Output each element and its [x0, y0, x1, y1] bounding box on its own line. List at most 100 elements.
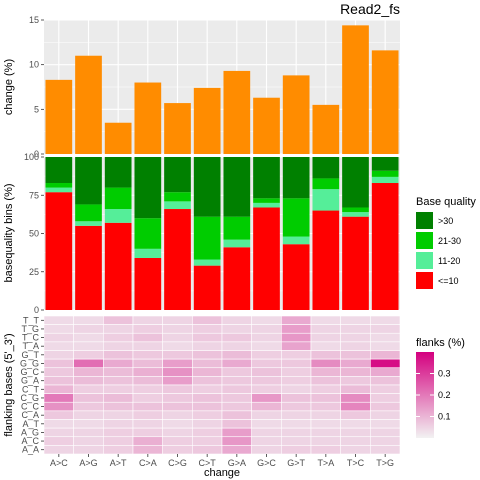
flanks-heatmap-cell — [221, 384, 252, 394]
quality-bar-segment — [193, 259, 221, 266]
base-quality-legend-label: >30 — [438, 216, 453, 226]
quality-bar-segment — [253, 198, 280, 203]
flanks-heatmap-cell — [162, 401, 193, 412]
flanks-heatmap-cell — [132, 315, 163, 325]
flanks-heatmap-cell — [43, 445, 74, 455]
quality-bar-segment — [223, 239, 251, 248]
change-bar — [312, 104, 340, 154]
flanks-heatmap-cell — [162, 427, 193, 438]
flanks-heatmap-cell — [73, 341, 104, 351]
flanks-heatmap-cell — [281, 324, 312, 334]
flanks-heatmap-cell — [132, 324, 163, 334]
flanks-heatmap-cell — [103, 315, 134, 325]
flanks-heatmap-cell — [281, 341, 312, 351]
quality-bar-segment — [282, 157, 310, 199]
flanks-heatmap-cell — [43, 315, 74, 325]
flanks-heatmap-cell — [340, 393, 371, 403]
quality-y-tick-label: 75 — [29, 190, 39, 200]
flanks-heatmap-cell — [281, 436, 312, 446]
quality-bar-segment — [312, 178, 340, 190]
change-bar — [342, 25, 369, 154]
flanks-heatmap-cell — [221, 393, 252, 403]
flanks-heatmap-cell — [340, 419, 371, 429]
quality-y-tick-label: 25 — [29, 267, 39, 277]
flanks-heatmap-cell — [162, 315, 193, 325]
quality-bar-segment — [312, 210, 340, 310]
change-bar — [104, 122, 132, 154]
x-tick-label: A>T — [110, 458, 127, 468]
flanks-heatmap-cell — [340, 427, 371, 438]
flanks-heatmap-cell — [221, 419, 252, 429]
flanks-heatmap-cell — [43, 419, 74, 429]
flanks-heatmap-cell — [251, 376, 282, 386]
flanks-y-tick-label: T_C — [22, 333, 40, 343]
flanks-heatmap-cell — [340, 384, 371, 394]
flanks-heatmap-cell — [73, 436, 104, 446]
quality-bar-segment — [134, 248, 162, 258]
flanks-heatmap-cell — [132, 376, 163, 386]
quality-bar-segment — [75, 204, 102, 222]
flanks-heatmap-cell — [281, 367, 312, 377]
flanks-heatmap-cell — [192, 393, 223, 403]
quality-bar-segment — [342, 157, 369, 208]
flanks-heatmap-cell — [192, 315, 223, 325]
flanks-y-tick-label: A_C — [21, 436, 39, 446]
change-bar — [45, 79, 73, 154]
flanks-heatmap-cell — [310, 427, 341, 438]
quality-bar-segment — [75, 157, 102, 205]
flanks-heatmap-cell — [221, 315, 252, 325]
change-bar — [282, 75, 310, 154]
flanks-heatmap-cell — [73, 427, 104, 438]
flanks-heatmap-cell — [251, 384, 282, 394]
flanks-heatmap-cell — [281, 410, 312, 420]
flanks-heatmap-cell — [221, 324, 252, 334]
flanks-heatmap-cell — [251, 427, 282, 438]
flanks-heatmap-cell — [162, 324, 193, 334]
flanks-y-tick-label: G_C — [20, 367, 39, 377]
change-y-tick-label: 10 — [29, 60, 39, 70]
flanks-heatmap-cell — [132, 350, 163, 360]
base-quality-legend-label: 21-30 — [438, 236, 461, 246]
flanks-heatmap-cell — [310, 436, 341, 446]
base-quality-legend: >30 21-30 11-20 <=10 — [416, 212, 461, 289]
flanks-legend-tick-label: 0.2 — [438, 390, 451, 400]
flanks-heatmap-cell — [73, 376, 104, 386]
flanks-heatmap-cell — [73, 384, 104, 394]
flanks-heatmap-cell — [251, 419, 282, 429]
quality-bar-segment — [45, 187, 73, 193]
flanks-heatmap-cell — [162, 384, 193, 394]
x-tick-label: G>A — [228, 458, 246, 468]
flanks-heatmap-cell — [192, 445, 223, 455]
flanks-heatmap-cell — [340, 436, 371, 446]
base-quality-legend-title: Base quality — [416, 196, 476, 208]
quality-bar-segment — [104, 209, 132, 223]
flanks-heatmap-cell — [192, 376, 223, 386]
flanks-heatmap-cell — [310, 315, 341, 325]
quality-bar-segment — [253, 157, 280, 199]
quality-bar-segment — [104, 187, 132, 210]
flanks-heatmap-cell — [192, 384, 223, 394]
flanks-heatmap-cell — [192, 427, 223, 438]
quality-bar-segment — [45, 157, 73, 184]
flanks-heatmap-cell — [370, 350, 401, 360]
flanks-y-tick-label: C_A — [21, 410, 39, 420]
flanks-heatmap-cell — [103, 324, 134, 334]
flanks-heatmap-cell — [192, 341, 223, 351]
flanks-heatmap-cell — [221, 332, 252, 343]
flanks-heatmap-cell — [132, 384, 163, 394]
flanks-heatmap-cell — [251, 436, 282, 446]
quality-bar-segment — [371, 176, 399, 184]
flanks-y-tick-label: T_G — [21, 324, 39, 334]
flanks-legend-title: flanks (%) — [416, 337, 465, 349]
quality-bar-segment — [253, 202, 280, 208]
flanks-heatmap-cell — [132, 332, 163, 343]
flanks-heatmap-cell — [73, 445, 104, 455]
flanks-heatmap-cell — [132, 445, 163, 455]
flanks-heatmap-cell — [340, 367, 371, 377]
change-bar — [134, 82, 162, 154]
flanks-heatmap-cell — [370, 445, 401, 455]
flanks-heatmap-cell — [103, 358, 134, 369]
quality-bar-segment — [282, 244, 310, 310]
quality-bar-segment — [164, 157, 191, 193]
change-bar — [164, 103, 191, 154]
